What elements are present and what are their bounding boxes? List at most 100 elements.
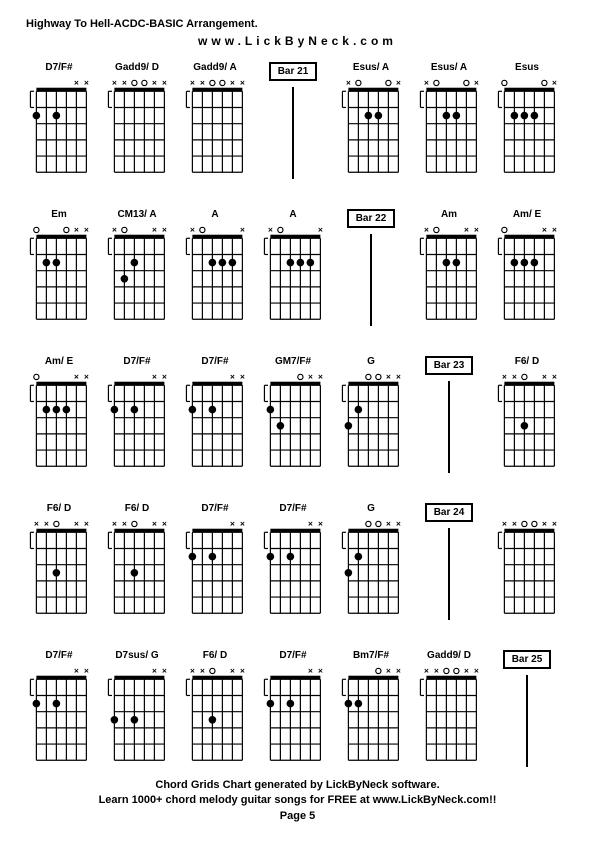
chord-cell: GM7/F#×× <box>260 356 326 473</box>
svg-text:×: × <box>318 371 323 381</box>
svg-text:×: × <box>112 224 117 234</box>
svg-text:×: × <box>396 665 401 675</box>
svg-text:×: × <box>386 518 391 528</box>
svg-text:×: × <box>240 371 245 381</box>
chord-diagram: ×× <box>29 371 89 471</box>
chord-label: D7/F# <box>45 62 72 74</box>
chord-cell: D7/F#×× <box>26 650 92 767</box>
svg-text:×: × <box>386 665 391 675</box>
chord-diagram: ×××× <box>107 77 167 177</box>
svg-text:×: × <box>74 518 79 528</box>
svg-text:×: × <box>474 224 479 234</box>
svg-text:×: × <box>240 518 245 528</box>
svg-text:×: × <box>308 665 313 675</box>
svg-text:×: × <box>502 371 507 381</box>
bar-divider-line <box>448 381 450 473</box>
svg-text:×: × <box>112 518 117 528</box>
chord-diagram: ×××× <box>497 518 557 618</box>
chord-diagram: ×× <box>263 518 323 618</box>
chord-row: Am/ E××D7/F#××D7/F#××GM7/F#××G××Bar 23F6… <box>26 356 569 473</box>
chord-cell: Gadd9/ D×××× <box>416 650 482 767</box>
chord-label: D7/F# <box>45 650 72 662</box>
svg-text:×: × <box>464 665 469 675</box>
svg-text:×: × <box>112 77 117 87</box>
chord-cell: D7sus/ G×× <box>104 650 170 767</box>
bar-marker: Bar 23 <box>425 356 473 375</box>
chord-row: Em××CM13/ A×××A××A××Bar 22Am×××Am/ E×× <box>26 209 569 326</box>
svg-text:×: × <box>200 665 205 675</box>
svg-text:×: × <box>318 518 323 528</box>
svg-text:×: × <box>152 665 157 675</box>
svg-text:×: × <box>84 518 89 528</box>
svg-text:×: × <box>190 665 195 675</box>
svg-text:×: × <box>162 224 167 234</box>
svg-text:×: × <box>240 77 245 87</box>
chord-label: G <box>367 503 375 515</box>
chord-cell: ×××× <box>494 503 560 620</box>
svg-text:×: × <box>308 518 313 528</box>
svg-text:×: × <box>190 224 195 234</box>
svg-text:×: × <box>44 518 49 528</box>
svg-text:×: × <box>386 371 391 381</box>
svg-text:×: × <box>424 224 429 234</box>
chord-label: Em <box>51 209 67 221</box>
svg-text:×: × <box>84 371 89 381</box>
chord-diagram: ×× <box>107 371 167 471</box>
chord-diagram: ×××× <box>185 77 245 177</box>
chord-diagram: ×× <box>497 224 557 324</box>
page-title: Highway To Hell-ACDC-BASIC Arrangement. <box>26 18 569 30</box>
chord-label: Am/ E <box>45 356 73 368</box>
chord-cell: Bm7/F#×× <box>338 650 404 767</box>
chord-row: D7/F#××D7sus/ G××F6/ D××××D7/F#××Bm7/F#×… <box>26 650 569 767</box>
bar-marker: Bar 25 <box>503 650 551 669</box>
svg-text:×: × <box>122 77 127 87</box>
chord-grid: D7/F#××Gadd9/ D××××Gadd9/ A××××Bar 21Esu… <box>26 62 569 767</box>
site-url: www.LickByNeck.com <box>26 34 569 48</box>
svg-text:×: × <box>552 224 557 234</box>
chord-label: GM7/F# <box>275 356 311 368</box>
chord-label: A <box>289 209 296 221</box>
chord-label: G <box>367 356 375 368</box>
chord-cell: Esus/ A×× <box>416 62 482 179</box>
svg-text:×: × <box>552 518 557 528</box>
svg-text:×: × <box>396 371 401 381</box>
bar-divider-line <box>526 675 528 767</box>
chord-diagram: × <box>497 77 557 177</box>
chord-cell: Esus× <box>494 62 560 179</box>
chord-label: D7/F# <box>123 356 150 368</box>
chord-cell: Esus/ A×× <box>338 62 404 179</box>
chord-cell: D7/F# ×× <box>26 62 92 179</box>
page-footer: Chord Grids Chart generated by LickByNec… <box>0 778 595 824</box>
svg-text:×: × <box>318 665 323 675</box>
chord-diagram: ×× <box>341 665 401 765</box>
svg-text:×: × <box>512 371 517 381</box>
chord-label: D7/F# <box>201 356 228 368</box>
chord-diagram: ×× <box>341 371 401 471</box>
svg-text:×: × <box>74 371 79 381</box>
chord-label: D7/F# <box>201 503 228 515</box>
svg-text:×: × <box>74 665 79 675</box>
svg-text:×: × <box>396 77 401 87</box>
chord-diagram: ×× <box>29 77 89 177</box>
chord-label: D7/F# <box>279 503 306 515</box>
chord-diagram: ×× <box>341 77 401 177</box>
chord-cell: Gadd9/ A×××× <box>182 62 248 179</box>
chord-label: Bm7/F# <box>353 650 389 662</box>
svg-text:×: × <box>230 518 235 528</box>
svg-text:×: × <box>542 518 547 528</box>
svg-text:×: × <box>552 77 557 87</box>
chord-cell: Am××× <box>416 209 482 326</box>
chord-diagram: ×××× <box>497 371 557 471</box>
svg-text:×: × <box>552 371 557 381</box>
bar-marker-cell: Bar 21 <box>260 62 326 179</box>
footer-page: Page 5 <box>0 809 595 824</box>
svg-text:×: × <box>308 371 313 381</box>
chord-label: F6/ D <box>47 503 71 515</box>
svg-text:×: × <box>424 77 429 87</box>
svg-text:×: × <box>268 224 273 234</box>
svg-text:×: × <box>84 224 89 234</box>
bar-marker-cell: Bar 25 <box>494 650 560 767</box>
chord-diagram: ×× <box>263 371 323 471</box>
svg-text:×: × <box>74 224 79 234</box>
svg-text:×: × <box>162 371 167 381</box>
